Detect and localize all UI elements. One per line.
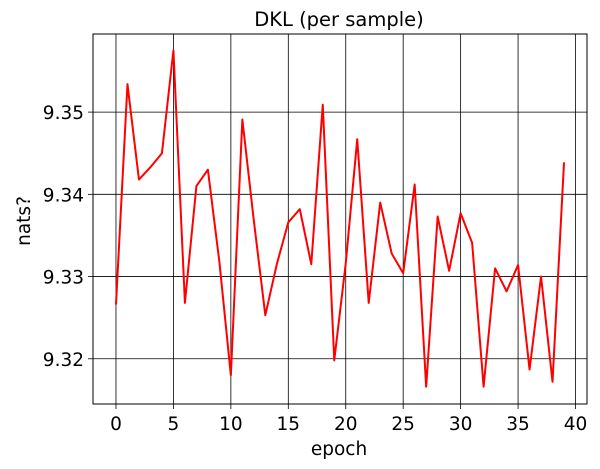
y-tick-label: 9.33 [43, 268, 84, 289]
y-axis-label: nats? [14, 196, 35, 246]
x-tick-label: 35 [506, 414, 530, 435]
y-tick-label: 9.35 [43, 103, 84, 124]
plot-series [114, 49, 566, 388]
x-tick-label: 15 [277, 414, 301, 435]
y-tick-label: 9.34 [43, 185, 84, 206]
x-tick-label: 25 [391, 414, 415, 435]
x-tick-label: 20 [334, 414, 358, 435]
x-tick-label: 0 [110, 414, 122, 435]
chart-title: DKL (per sample) [254, 8, 424, 31]
x-tick-label: 5 [168, 414, 180, 435]
x-tick-label: 30 [449, 414, 473, 435]
plot-frame [92, 33, 588, 405]
x-tick-label: 40 [564, 414, 588, 435]
ticks: 0 5 10 15 20 25 30 35 40 9.32 9.33 9.34 9.35 [43, 103, 587, 435]
y-tick-label: 9.32 [43, 350, 84, 371]
x-tick-label: 10 [219, 414, 243, 435]
series-line [114, 49, 566, 388]
grid [93, 34, 587, 404]
x-axis-label: epoch [311, 439, 367, 460]
